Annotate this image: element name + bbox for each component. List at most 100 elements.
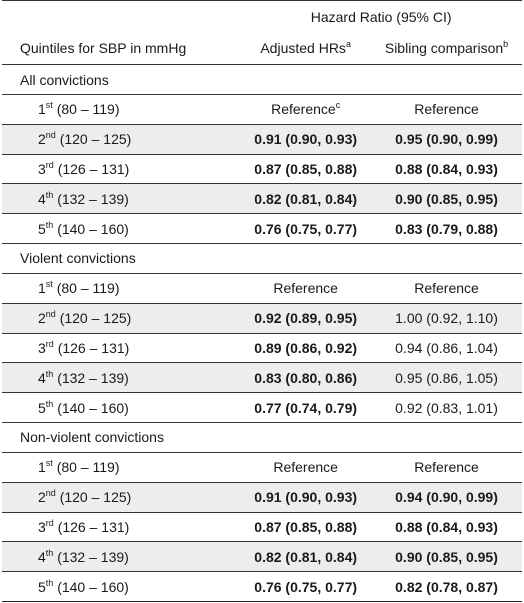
- sibling-comparison-cell: 0.90 (0.85, 0.95): [371, 541, 522, 573]
- sbp-range: (80 – 119): [52, 459, 120, 476]
- section-row: All convictions: [2, 64, 522, 95]
- adjusted-hr-value: 0.76 (0.75, 0.77): [254, 578, 358, 595]
- adjusted-hr-cell: 0.76 (0.75, 0.77): [240, 213, 372, 244]
- quintile-ordinal: 2: [38, 310, 46, 327]
- table-row: 2nd (120 – 125) 0.91 (0.90, 0.93) 0.95 (0.…: [2, 124, 522, 155]
- table-row: 4th (132 – 139) 0.82 (0.81, 0.84) 0.90 (0.…: [2, 183, 522, 215]
- sibling-comparison-cell: 0.83 (0.79, 0.88): [371, 213, 522, 244]
- sibling-comparison-value: 0.94 (0.90, 0.99): [395, 489, 498, 506]
- adjusted-hr-cell: Reference: [240, 452, 372, 483]
- table-row: 4th (132 – 139) 0.82 (0.81, 0.84) 0.90 (0.…: [2, 541, 522, 573]
- quintile-ordinal: 5: [38, 578, 46, 595]
- quintile-cell: 2nd (120 – 125): [2, 482, 241, 513]
- table-row: 1st (80 – 119) Reference Reference: [2, 273, 522, 304]
- table-row: 3rd (126 – 131) 0.89 (0.86, 0.92) 0.94 (0.…: [2, 333, 522, 364]
- adjusted-hr-value: 0.91 (0.90, 0.93): [254, 131, 358, 148]
- sbp-range: (80 – 119): [52, 101, 120, 118]
- adjusted-hr-column-header: Adjusted HRsa: [240, 32, 372, 65]
- ordinal-suffix: st: [45, 458, 53, 469]
- quintile-ordinal: 1: [38, 101, 46, 118]
- sibling-comparison-value: 0.88 (0.84, 0.93): [395, 518, 498, 535]
- quintile-column-header: Quintiles for SBP in mmHg: [2, 32, 241, 65]
- quintile-ordinal: 1: [38, 459, 46, 476]
- header-blank-cell: [2, 0, 241, 33]
- table-row: 1st (80 – 119) Reference Reference: [2, 452, 522, 483]
- adjusted-hr-label: Adjusted HRs: [260, 40, 346, 57]
- sibling-comparison-value: 0.88 (0.84, 0.93): [395, 160, 498, 177]
- sibling-comparison-value: Reference: [414, 280, 479, 297]
- footnote-marker-a: a: [345, 39, 351, 50]
- adjusted-hr-cell: 0.83 (0.80, 0.86): [240, 362, 372, 394]
- sibling-comparison-cell: 0.90 (0.85, 0.95): [371, 183, 522, 215]
- quintile-cell: 5th (140 – 160): [2, 392, 241, 423]
- section-row: Non-violent convictions: [2, 422, 522, 453]
- table-row: 5th (140 – 160) 0.77 (0.74, 0.79) 0.92 (0.…: [2, 392, 522, 423]
- ordinal-suffix: nd: [45, 130, 56, 141]
- sibling-comparison-cell: 0.95 (0.86, 1.05): [371, 362, 522, 394]
- sbp-range: (140 – 160): [53, 578, 129, 595]
- sibling-comparison-column-header: Sibling comparisonb: [371, 32, 522, 65]
- sibling-comparison-cell: 0.92 (0.83, 1.01): [371, 392, 522, 423]
- quintile-ordinal: 4: [38, 548, 46, 565]
- quintile-ordinal: 4: [38, 190, 46, 207]
- ordinal-suffix: rd: [45, 338, 54, 349]
- ordinal-suffix: rd: [45, 159, 54, 170]
- adjusted-hr-value: Reference: [273, 459, 338, 476]
- sbp-range: (140 – 160): [53, 220, 129, 237]
- sbp-range: (132 – 139): [53, 548, 129, 565]
- adjusted-hr-value: 0.89 (0.86, 0.92): [254, 339, 358, 356]
- adjusted-hr-value: 0.76 (0.75, 0.77): [254, 220, 358, 237]
- adjusted-hr-value: 0.83 (0.80, 0.86): [254, 369, 358, 386]
- table-row: 2nd (120 – 125) 0.92 (0.89, 0.95) 1.00 (0.…: [2, 303, 522, 334]
- section-row: Violent convictions: [2, 243, 522, 274]
- adjusted-hr-cell: 0.92 (0.89, 0.95): [240, 303, 372, 334]
- ordinal-suffix: nd: [45, 309, 56, 320]
- quintile-cell: 4th (132 – 139): [2, 362, 241, 394]
- section-title: Violent convictions: [2, 243, 522, 274]
- adjusted-hr-value: 0.82 (0.81, 0.84): [254, 548, 358, 565]
- quintile-cell: 5th (140 – 160): [2, 571, 241, 602]
- quintile-ordinal: 3: [38, 339, 46, 356]
- quintile-ordinal: 3: [38, 518, 46, 535]
- adjusted-hr-value: 0.87 (0.85, 0.88): [254, 518, 358, 535]
- sibling-comparison-value: 0.95 (0.90, 0.99): [395, 131, 498, 148]
- adjusted-hr-value: 0.91 (0.90, 0.93): [254, 489, 358, 506]
- sibling-comparison-cell: 1.00 (0.92, 1.10): [371, 303, 522, 334]
- sbp-range: (132 – 139): [53, 190, 129, 207]
- quintile-ordinal: 4: [38, 369, 46, 386]
- adjusted-hr-cell: 0.82 (0.81, 0.84): [240, 541, 372, 573]
- table-body: All convictions 1st (80 – 119) Referencec R…: [2, 64, 522, 602]
- sibling-comparison-cell: Reference: [371, 273, 522, 304]
- sibling-comparison-cell: 0.94 (0.90, 0.99): [371, 482, 522, 513]
- sibling-comparison-label: Sibling comparison: [384, 40, 504, 57]
- quintile-ordinal: 5: [38, 220, 46, 237]
- sbp-range: (132 – 139): [53, 369, 129, 386]
- sibling-comparison-cell: 0.88 (0.84, 0.93): [371, 512, 522, 543]
- sibling-comparison-cell: 0.95 (0.90, 0.99): [371, 124, 522, 155]
- ordinal-suffix: nd: [45, 488, 56, 499]
- adjusted-hr-cell: 0.76 (0.75, 0.77): [240, 571, 372, 602]
- adjusted-hr-value: 0.92 (0.89, 0.95): [254, 310, 358, 327]
- adjusted-hr-cell: 0.87 (0.85, 0.88): [240, 154, 372, 185]
- hazard-ratio-group-label: Hazard Ratio (95% CI): [310, 8, 452, 25]
- sibling-comparison-value: 0.94 (0.86, 1.04): [395, 339, 498, 356]
- adjusted-hr-cell: Reference: [240, 273, 372, 304]
- header-row-columns: Quintiles for SBP in mmHg Adjusted HRsa …: [2, 32, 522, 65]
- sibling-comparison-value: 0.92 (0.83, 1.01): [395, 399, 498, 416]
- sibling-comparison-value: 1.00 (0.92, 1.10): [395, 310, 498, 327]
- sbp-range: (120 – 125): [55, 131, 132, 148]
- quintile-cell: 3rd (126 – 131): [2, 333, 241, 364]
- adjusted-hr-cell: 0.89 (0.86, 0.92): [240, 333, 372, 364]
- quintile-ordinal: 2: [38, 489, 46, 506]
- ordinal-suffix: th: [45, 368, 54, 379]
- sbp-range: (126 – 131): [53, 160, 130, 177]
- quintile-ordinal: 5: [38, 399, 46, 416]
- ordinal-suffix: rd: [45, 517, 54, 528]
- quintile-cell: 1st (80 – 119): [2, 94, 241, 125]
- table-row: 3rd (126 – 131) 0.87 (0.85, 0.88) 0.88 (0.…: [2, 154, 522, 185]
- quintile-cell: 1st (80 – 119): [2, 273, 241, 304]
- table-row: 1st (80 – 119) Referencec Reference: [2, 94, 522, 125]
- sbp-range: (126 – 131): [53, 339, 130, 356]
- sibling-comparison-value: 0.90 (0.85, 0.95): [395, 548, 498, 565]
- quintile-ordinal: 1: [38, 280, 46, 297]
